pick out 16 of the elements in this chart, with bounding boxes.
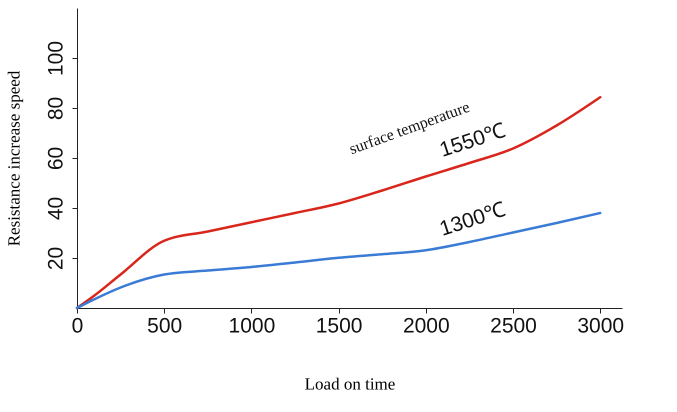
x-tick-label: 0 <box>72 314 84 338</box>
x-tick-label: 1500 <box>316 314 362 338</box>
x-tick-label: 1000 <box>228 314 276 338</box>
line-series <box>76 96 602 310</box>
y-tick-label: 40 <box>44 196 68 220</box>
y-tick-label: 100 <box>44 40 68 76</box>
x-tick-label: 500 <box>147 314 182 338</box>
text: 1300℃ <box>436 198 508 241</box>
y-tick-label: 80 <box>44 96 68 120</box>
y-tick-label: 60 <box>44 146 68 170</box>
x-tick-label: 2000 <box>402 314 450 338</box>
x-tick-label: 2500 <box>490 314 537 338</box>
y-axis-title: Resistance increase speed <box>4 70 24 246</box>
y-tick-label: 20 <box>44 246 68 270</box>
x-tick-label: 3000 <box>577 314 624 338</box>
x-axis-title: Load on time <box>304 374 396 394</box>
